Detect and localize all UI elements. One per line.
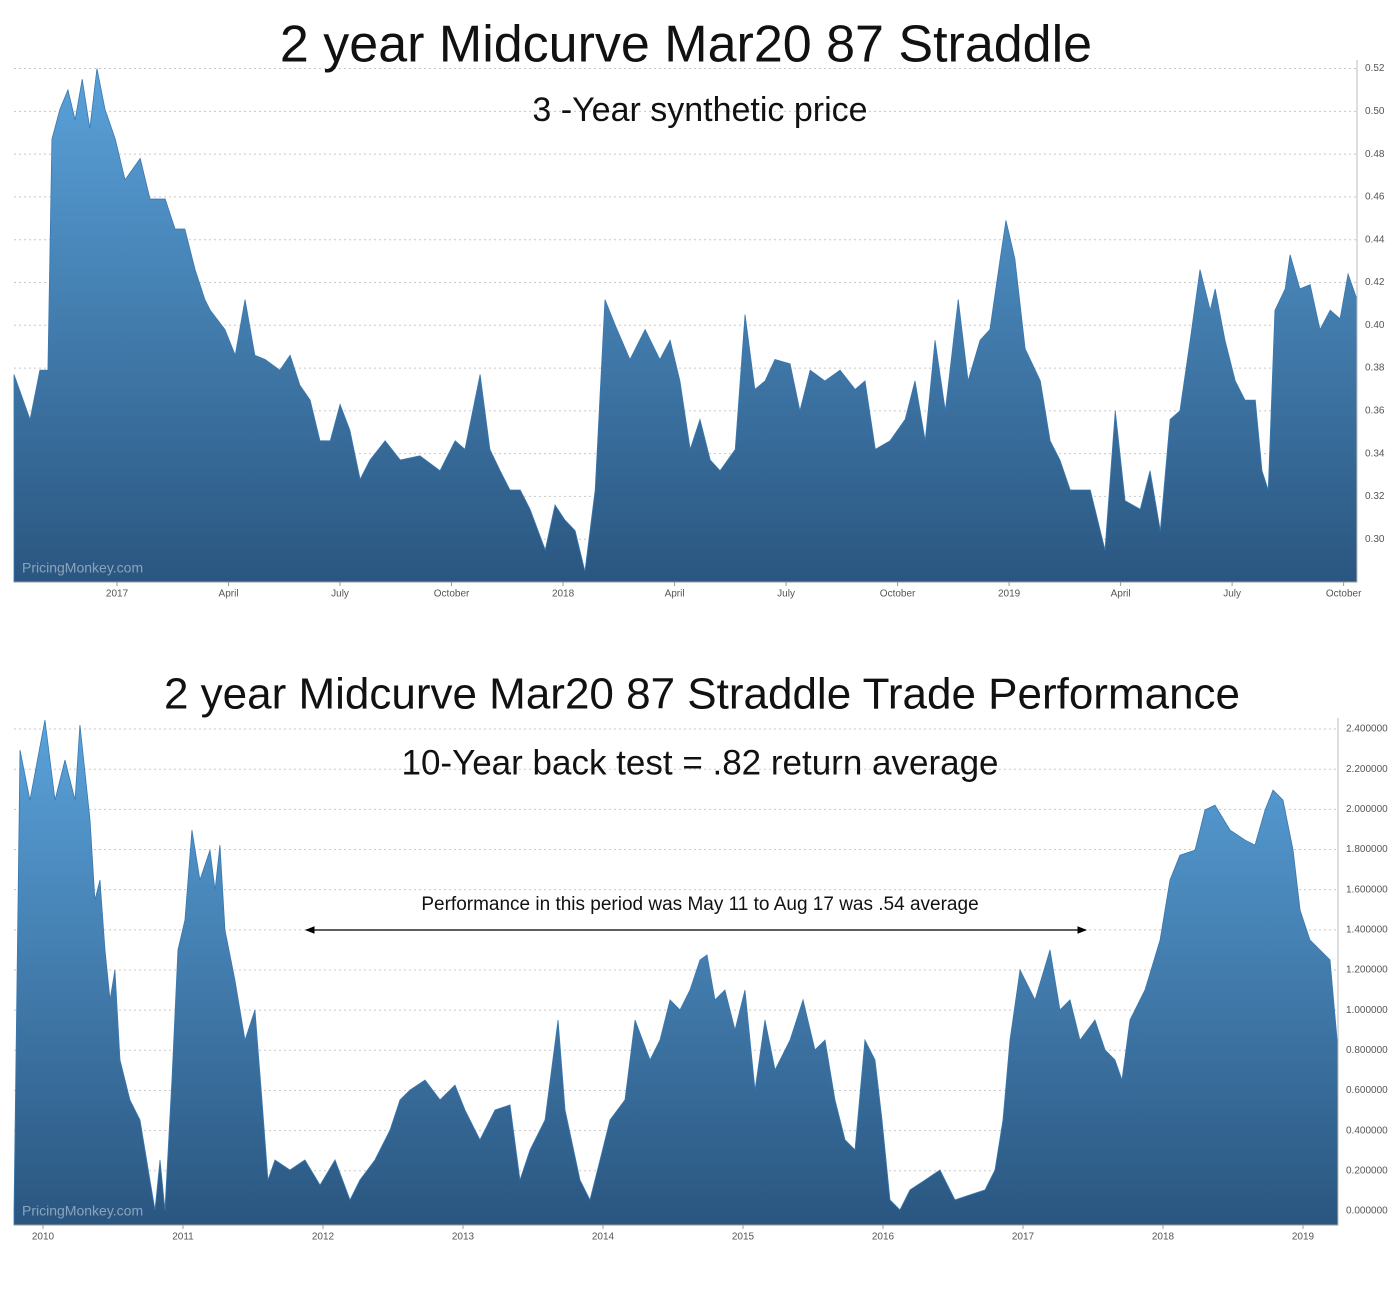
y-tick-label: 0.42 <box>1365 277 1385 288</box>
y-tick-label: 0.000000 <box>1346 1206 1388 1217</box>
y-tick-label: 0.36 <box>1365 405 1385 416</box>
x-tick-label: 2019 <box>998 589 1021 600</box>
y-tick-label: 0.50 <box>1365 106 1385 117</box>
area <box>13 719 1339 1226</box>
chart-title: 2 year Midcurve Mar20 87 Straddle Trade … <box>164 670 1240 719</box>
watermark: PricingMonkey.com <box>22 560 143 576</box>
chart-subtitle: 10-Year back test = .82 return average <box>402 743 999 782</box>
y-tick-label: 0.38 <box>1365 363 1385 374</box>
y-tick-label: 0.52 <box>1365 63 1385 74</box>
x-tick-label: 2018 <box>552 589 575 600</box>
x-tick-label: 2010 <box>32 1232 55 1243</box>
y-tick-label: 0.44 <box>1365 234 1385 245</box>
x-tick-label: 2016 <box>872 1232 895 1243</box>
x-tick-label: October <box>434 589 470 600</box>
y-tick-label: 0.400000 <box>1346 1125 1388 1136</box>
y-tick-label: 0.48 <box>1365 149 1385 160</box>
x-tick-label: April <box>1111 589 1131 600</box>
y-tick-label: 0.600000 <box>1346 1085 1388 1096</box>
y-tick-label: 2.000000 <box>1346 804 1388 815</box>
y-tick-label: 1.600000 <box>1346 884 1388 895</box>
x-tick-label: 2015 <box>732 1232 755 1243</box>
watermark: PricingMonkey.com <box>22 1203 143 1219</box>
x-tick-label: July <box>777 589 795 600</box>
y-tick-label: 0.34 <box>1365 448 1385 459</box>
x-tick-label: 2019 <box>1292 1232 1315 1243</box>
y-tick-label: 1.000000 <box>1346 1005 1388 1016</box>
x-tick-label: October <box>1326 589 1362 600</box>
chart-title: 2 year Midcurve Mar20 87 Straddle <box>280 16 1092 74</box>
y-tick-label: 0.32 <box>1365 491 1385 502</box>
x-tick-label: July <box>1223 589 1241 600</box>
y-tick-label: 0.46 <box>1365 192 1385 203</box>
x-tick-label: 2018 <box>1152 1232 1175 1243</box>
x-tick-label: April <box>665 589 685 600</box>
x-tick-label: July <box>331 589 349 600</box>
y-tick-label: 0.40 <box>1365 320 1385 331</box>
x-tick-label: 2011 <box>172 1232 194 1243</box>
x-tick-label: 2014 <box>592 1232 615 1243</box>
x-tick-label: 2017 <box>106 589 129 600</box>
x-tick-label: 2013 <box>452 1232 475 1243</box>
charts: 0.30 0.32 0.34 0.36 0.38 0.40 0.42 0.44 0.46 0.48… <box>13 60 1388 1243</box>
y-tick-label: 2.400000 <box>1346 724 1388 735</box>
y-tick-label: 1.200000 <box>1346 965 1388 976</box>
y-tick-label: 0.200000 <box>1346 1165 1388 1176</box>
area <box>13 68 1358 583</box>
y-tick-label: 0.800000 <box>1346 1045 1388 1056</box>
x-tick-label: 2012 <box>312 1232 335 1243</box>
y-tick-label: 2.200000 <box>1346 764 1388 775</box>
y-tick-label: 1.800000 <box>1346 844 1388 855</box>
x-tick-label: 2017 <box>1012 1232 1035 1243</box>
y-tick-label: 1.400000 <box>1346 924 1388 935</box>
chart-subtitle: 3 -Year synthetic price <box>532 91 867 129</box>
y-tick-label: 0.30 <box>1365 534 1385 545</box>
x-tick-label: October <box>880 589 916 600</box>
annotation: Performance in this period was May 11 to… <box>421 894 978 915</box>
x-tick-label: April <box>219 589 239 600</box>
